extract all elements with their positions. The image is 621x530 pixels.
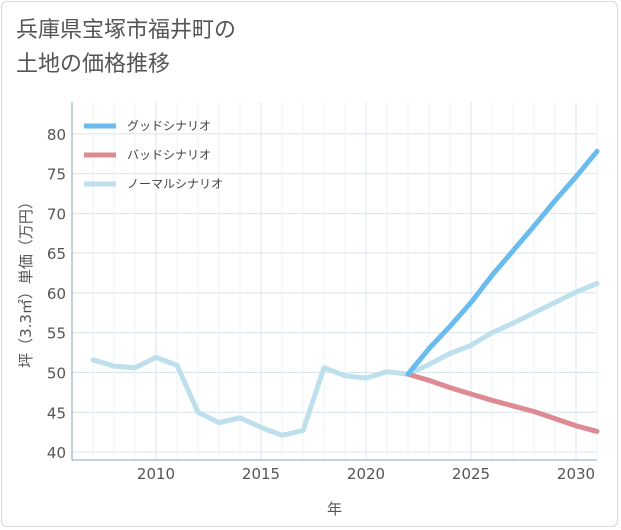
y-tick-label: 45 <box>47 404 66 422</box>
y-tick-label: 50 <box>47 364 66 382</box>
x-tick-label: 2020 <box>347 465 385 483</box>
x-tick-label: 2010 <box>137 465 175 483</box>
y-tick-label: 70 <box>47 205 66 223</box>
x-tick-label: 2030 <box>557 465 595 483</box>
series-line <box>405 371 600 434</box>
tick-labels: 40 45 50 55 60 65 70 75 80 2010 2015 2020 2025 2030 <box>47 126 595 483</box>
y-tick-label: 75 <box>47 166 66 184</box>
legend-label: バッドシナリオ <box>127 148 211 162</box>
x-tick-label: 2025 <box>452 465 490 483</box>
x-axis-label: 年 <box>327 500 342 518</box>
x-tick-label: 2015 <box>242 465 280 483</box>
series-line <box>405 148 600 377</box>
y-tick-label: 40 <box>47 444 66 462</box>
series-lines <box>90 148 600 438</box>
chart-title: 兵庫県宝塚市福井町の 土地の価格推移 <box>16 18 237 77</box>
y-tick-label: 65 <box>47 245 66 263</box>
legend-label: グッドシナリオ <box>127 119 211 133</box>
y-axis-label: 坪（3.3㎡）単価（万円） <box>17 194 35 368</box>
y-tick-label: 55 <box>47 325 66 343</box>
axes <box>71 102 597 461</box>
legend-label: ノーマルシナリオ <box>127 177 223 191</box>
series-line <box>90 280 600 438</box>
y-tick-label: 60 <box>47 285 66 303</box>
y-tick-label: 80 <box>47 126 66 144</box>
